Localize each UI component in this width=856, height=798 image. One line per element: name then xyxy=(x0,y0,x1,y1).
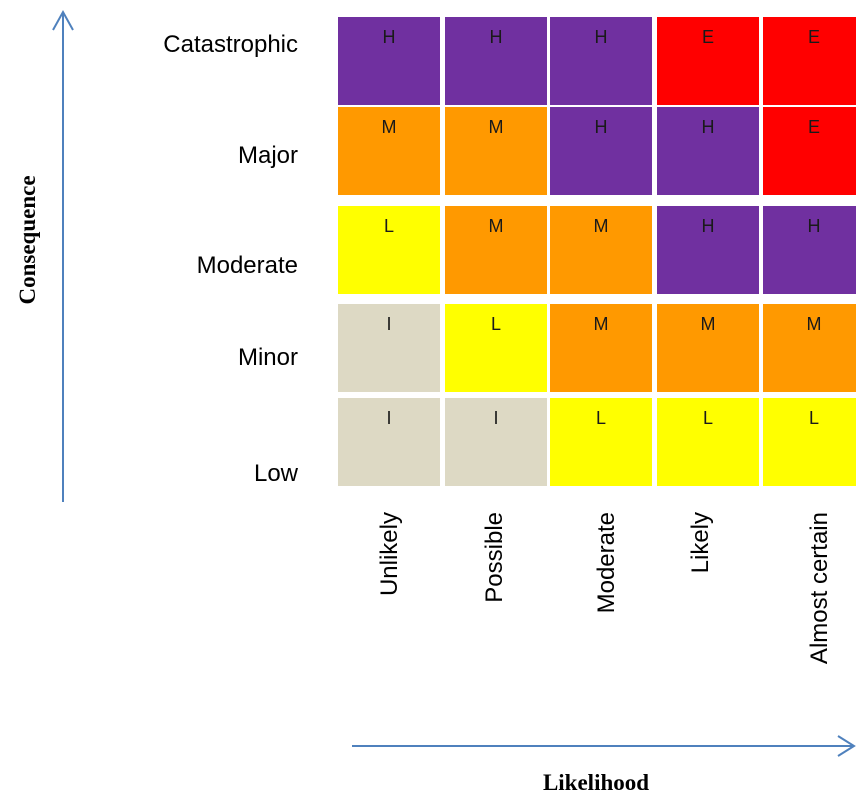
row-label-minor: Minor xyxy=(237,344,298,371)
row-label-catastrophic: Catastrophic xyxy=(163,31,298,58)
risk-cell: L xyxy=(338,206,440,294)
x-axis-title: Likelihood xyxy=(542,770,650,795)
col-label-unlikely: Unlikely xyxy=(376,512,403,597)
risk-cell: I xyxy=(338,304,440,392)
risk-cell: M xyxy=(338,107,440,195)
risk-cell: H xyxy=(657,206,759,294)
risk-cell: M xyxy=(550,206,652,294)
risk-cell: H xyxy=(763,206,856,294)
risk-cell: H xyxy=(550,17,652,105)
risk-cell: I xyxy=(445,398,547,486)
risk-cell: I xyxy=(338,398,440,486)
risk-cell: M xyxy=(445,206,547,294)
risk-cell: H xyxy=(657,107,759,195)
risk-cell: H xyxy=(338,17,440,105)
row-label-low: Low xyxy=(253,460,298,487)
risk-cell: E xyxy=(763,17,856,105)
risk-cell: L xyxy=(763,398,856,486)
col-label-possible: Possible xyxy=(481,512,508,603)
risk-cell: E xyxy=(763,107,856,195)
risk-cell: H xyxy=(445,17,547,105)
risk-cell: H xyxy=(550,107,652,195)
y-axis-arrow xyxy=(52,9,74,502)
risk-cell: L xyxy=(445,304,547,392)
x-axis-arrow xyxy=(352,735,856,757)
risk-cell: M xyxy=(550,304,652,392)
y-axis-title: Consequence xyxy=(15,175,40,305)
risk-cell: M xyxy=(763,304,856,392)
col-label-moderate: Moderate xyxy=(593,512,620,614)
risk-cell: M xyxy=(445,107,547,195)
risk-cell: E xyxy=(657,17,759,105)
col-label-almost-certain: Almost certain xyxy=(806,512,833,665)
risk-cell: L xyxy=(657,398,759,486)
row-label-moderate: Moderate xyxy=(196,252,298,279)
row-label-major: Major xyxy=(237,142,298,169)
risk-cell: M xyxy=(657,304,759,392)
risk-cell: L xyxy=(550,398,652,486)
col-label-likely: Likely xyxy=(687,512,714,574)
